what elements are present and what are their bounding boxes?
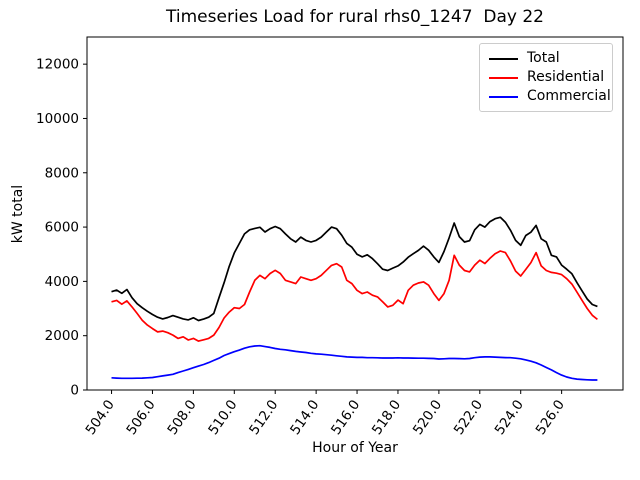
legend-label-total: Total (527, 50, 560, 66)
legend-entry-residential: Residential (489, 68, 604, 87)
x-tick-label: 514.0 (287, 397, 322, 438)
y-axis-label: kW total (10, 184, 26, 244)
legend-label-commercial: Commercial (527, 88, 611, 104)
y-tick-label: 12000 (36, 57, 79, 73)
x-tick-label: 520.0 (410, 397, 445, 438)
residential-line-swatch (489, 76, 518, 79)
x-tick-label: 504.0 (83, 397, 118, 438)
commercial-line-swatch (489, 95, 518, 98)
series-line-commercial (111, 344, 598, 381)
y-tick-label: 2000 (45, 328, 79, 344)
legend-entry-commercial: Commercial (489, 87, 611, 106)
x-tick-label: 506.0 (123, 397, 158, 438)
chart-title: Timeseries Load for rural rhs0_1247 Day … (166, 7, 544, 27)
legend-label-residential: Residential (527, 69, 605, 85)
y-tick-label: 4000 (45, 274, 79, 290)
x-tick-label: 522.0 (451, 397, 486, 438)
x-tick-label: 518.0 (369, 397, 404, 438)
series-line-total (111, 216, 598, 322)
plot-frame (86, 36, 624, 391)
legend-entry-total: Total (489, 49, 604, 68)
x-tick-label: 510.0 (205, 397, 240, 438)
total-line-swatch (489, 57, 518, 60)
series-line-residential (111, 250, 598, 342)
y-tick-label: 0 (70, 383, 79, 399)
legend: Total Residential Commercial (479, 43, 613, 112)
x-tick-label: 512.0 (246, 397, 281, 438)
y-tick-label: 8000 (45, 165, 79, 181)
x-axis-label: Hour of Year (312, 440, 398, 456)
x-tick-label: 526.0 (533, 397, 568, 438)
x-tick-label: 524.0 (492, 397, 527, 438)
y-tick-label: 6000 (45, 220, 79, 236)
x-tick-label: 516.0 (328, 397, 363, 438)
x-tick-label: 508.0 (164, 397, 199, 438)
y-tick-label: 10000 (36, 111, 79, 127)
